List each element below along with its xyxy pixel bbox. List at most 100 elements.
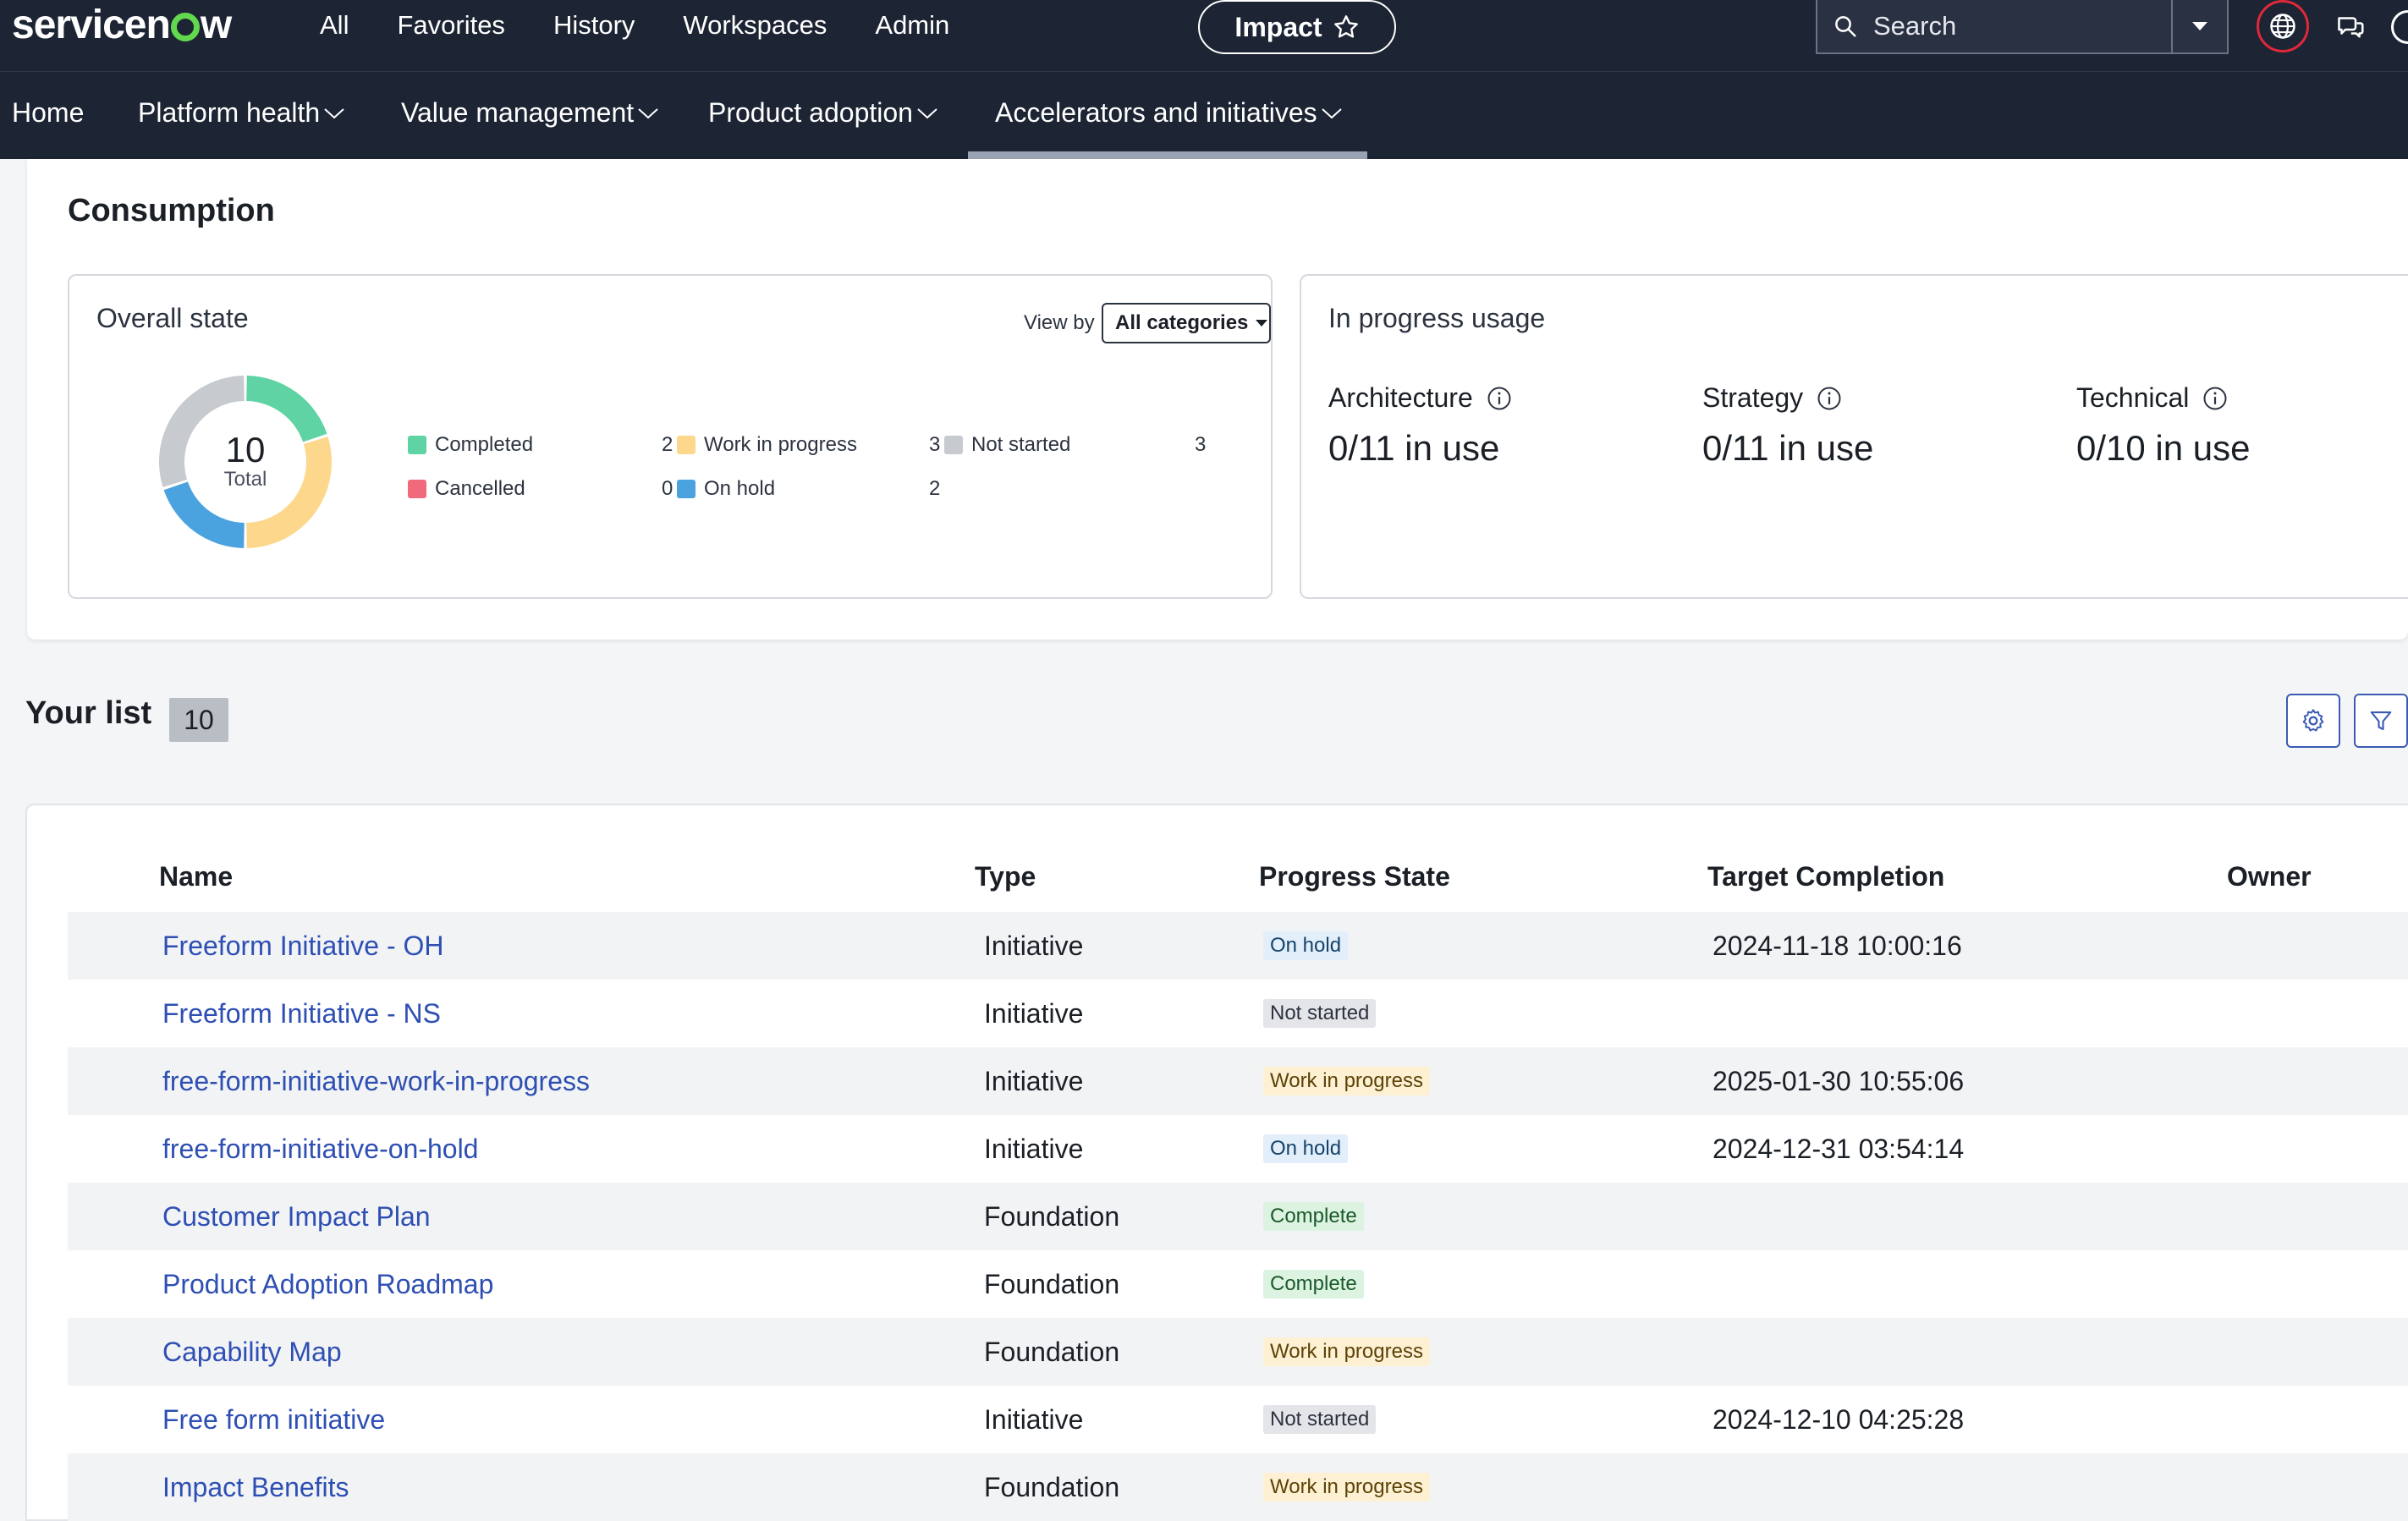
- info-icon[interactable]: [2202, 386, 2228, 411]
- info-icon[interactable]: [1817, 386, 1842, 411]
- row-name-link[interactable]: Capability Map: [162, 1336, 342, 1367]
- gear-icon: [2302, 709, 2324, 732]
- usage-strategy-label: Strategy: [1702, 382, 1842, 414]
- legend-work-in-progress[interactable]: Work in progress: [677, 433, 857, 457]
- chat-icon[interactable]: [2335, 12, 2366, 42]
- legend-not-started[interactable]: Not started: [944, 433, 1070, 457]
- workspace-tabs: Home Platform health Value management Pr…: [0, 71, 2408, 160]
- in-progress-usage-card: In progress usage Architecture 0/11 in u…: [1300, 274, 2408, 599]
- column-header-progress-state[interactable]: Progress State: [1259, 861, 1450, 892]
- impact-button[interactable]: Impact: [1198, 0, 1396, 54]
- chevron-down-icon: [917, 107, 937, 118]
- donut-slice-completed[interactable]: [246, 376, 327, 442]
- row-name-link[interactable]: Product Adoption Roadmap: [162, 1268, 494, 1299]
- menu-favorites[interactable]: Favorites: [397, 10, 505, 40]
- status-badge: Complete: [1263, 1269, 1364, 1299]
- tab-value-management[interactable]: Value management: [401, 97, 659, 129]
- legend-cancelled[interactable]: Cancelled: [408, 477, 525, 501]
- consumption-section: Consumption Overall state View by All ca…: [27, 159, 2408, 640]
- legend-completed[interactable]: Completed: [408, 433, 533, 457]
- status-badge: Work in progress: [1263, 1066, 1430, 1096]
- status-badge: Complete: [1263, 1201, 1364, 1232]
- search-input[interactable]: [1873, 11, 2152, 41]
- legend-swatch: [677, 480, 695, 498]
- row-name-link[interactable]: Customer Impact Plan: [162, 1200, 431, 1232]
- chevron-down-icon: [638, 107, 658, 118]
- tab-home[interactable]: Home: [12, 97, 85, 128]
- column-header-type[interactable]: Type: [975, 861, 1036, 892]
- legend-swatch: [677, 436, 695, 454]
- status-badge: Work in progress: [1263, 1472, 1430, 1502]
- column-header-name[interactable]: Name: [159, 861, 234, 892]
- legend-not-started-value: 3: [1195, 433, 1207, 456]
- column-header-target-completion[interactable]: Target Completion: [1707, 861, 1945, 892]
- menu-all[interactable]: All: [320, 10, 349, 40]
- table-row[interactable]: Impact Benefits Foundation Work in progres…: [68, 1453, 2408, 1521]
- tab-platform-health[interactable]: Platform health: [138, 97, 345, 129]
- legend-on-hold[interactable]: On hold: [677, 477, 775, 501]
- table-row[interactable]: Capability Map Foundation Work in progress: [68, 1318, 2408, 1386]
- tab-accelerators-and-initiatives[interactable]: Accelerators and initiatives: [995, 97, 1343, 129]
- search-scope-dropdown[interactable]: [2171, 0, 2227, 52]
- help-icon[interactable]: [2391, 10, 2408, 44]
- usage-technical-value: 0/10 in use: [2076, 428, 2251, 468]
- legend-on-hold-value: 2: [929, 477, 941, 500]
- table-row[interactable]: free-form-initiative-on-hold Initiative On…: [68, 1115, 2408, 1183]
- table-row[interactable]: Customer Impact Plan Foundation Complete: [68, 1183, 2408, 1250]
- row-name-link[interactable]: Freeform Initiative - OH: [162, 930, 444, 961]
- overall-state-title: Overall state: [96, 303, 249, 333]
- in-progress-usage-title: In progress usage: [1328, 303, 1546, 333]
- global-search: [1816, 0, 2229, 54]
- your-list-count-badge: 10: [169, 698, 228, 742]
- filter-button[interactable]: [2354, 694, 2408, 748]
- row-progress-state: Not started: [1263, 1386, 1377, 1453]
- tab-product-adoption[interactable]: Product adoption: [708, 97, 938, 129]
- table-row[interactable]: Free form initiative Initiative Not starte…: [68, 1386, 2408, 1453]
- table-row[interactable]: Freeform Initiative - NS Initiative Not st…: [68, 980, 2408, 1047]
- usage-architecture-label: Architecture: [1328, 382, 1512, 414]
- row-type: Initiative: [984, 1133, 1084, 1164]
- donut-total-label: Total: [223, 468, 267, 491]
- table-row[interactable]: Product Adoption Roadmap Foundation Comple…: [68, 1250, 2408, 1318]
- settings-button[interactable]: [2286, 694, 2340, 748]
- usage-architecture-value: 0/11 in use: [1328, 428, 1500, 468]
- row-progress-state: Not started: [1263, 980, 1377, 1047]
- donut-slice-not-started[interactable]: [158, 376, 245, 487]
- info-icon[interactable]: [1487, 386, 1512, 411]
- legend-cancelled-value: 0: [662, 477, 673, 500]
- row-name-link[interactable]: free-form-initiative-on-hold: [162, 1133, 479, 1164]
- donut-slice-on-hold[interactable]: [163, 481, 245, 548]
- menu-workspaces[interactable]: Workspaces: [683, 10, 827, 40]
- row-target-completion: 2024-12-10 04:25:28: [1713, 1403, 1965, 1435]
- caret-down-icon: [2192, 22, 2207, 30]
- row-name-link[interactable]: free-form-initiative-work-in-progress: [162, 1065, 590, 1096]
- caret-down-icon: [1256, 320, 1268, 327]
- consumption-title: Consumption: [68, 193, 275, 228]
- donut-slice-work-in-progress[interactable]: [246, 437, 332, 548]
- row-target-completion: 2024-11-18 10:00:16: [1713, 930, 1962, 961]
- row-name-link[interactable]: Freeform Initiative - NS: [162, 997, 441, 1029]
- menu-history[interactable]: History: [553, 10, 635, 40]
- row-name-link[interactable]: Impact Benefits: [162, 1471, 349, 1502]
- view-by-label: View by: [1024, 311, 1095, 334]
- row-type: Initiative: [984, 1403, 1084, 1435]
- row-name-link[interactable]: Free form initiative: [162, 1403, 386, 1435]
- table-row[interactable]: free-form-initiative-work-in-progress Ini…: [68, 1047, 2408, 1115]
- chevron-down-icon: [324, 107, 344, 118]
- row-progress-state: Work in progress: [1263, 1047, 1430, 1115]
- row-type: Foundation: [984, 1268, 1120, 1299]
- row-type: Initiative: [984, 930, 1084, 961]
- globe-icon[interactable]: [2257, 0, 2309, 52]
- star-icon[interactable]: [1333, 14, 1360, 41]
- table-row[interactable]: Freeform Initiative - OH Initiative On hol…: [68, 912, 2408, 980]
- status-badge: On hold: [1263, 1134, 1349, 1164]
- menu-admin[interactable]: Admin: [875, 10, 950, 40]
- column-header-owner[interactable]: Owner: [2227, 861, 2312, 892]
- row-type: Foundation: [984, 1471, 1120, 1502]
- legend-swatch: [408, 436, 426, 454]
- view-by-select[interactable]: All categories: [1102, 303, 1271, 343]
- row-progress-state: On hold: [1263, 1115, 1349, 1183]
- legend-swatch: [944, 436, 963, 454]
